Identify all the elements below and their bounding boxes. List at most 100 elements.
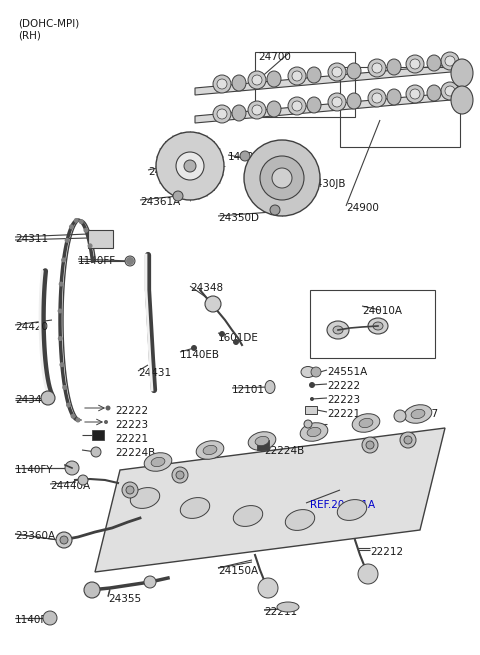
Circle shape <box>244 140 320 216</box>
Text: 22212: 22212 <box>370 547 403 557</box>
Polygon shape <box>95 428 445 572</box>
Ellipse shape <box>327 321 349 339</box>
Circle shape <box>66 403 71 407</box>
Ellipse shape <box>451 59 473 87</box>
Ellipse shape <box>307 427 321 437</box>
Circle shape <box>304 420 312 428</box>
Circle shape <box>176 152 204 180</box>
Text: 1601DE: 1601DE <box>218 333 259 343</box>
Ellipse shape <box>411 409 425 419</box>
Bar <box>257 440 269 450</box>
Text: 23360A: 23360A <box>15 531 55 541</box>
Circle shape <box>58 309 62 314</box>
Ellipse shape <box>368 89 386 107</box>
Circle shape <box>126 257 134 265</box>
Circle shape <box>260 156 304 200</box>
Circle shape <box>191 345 197 351</box>
Ellipse shape <box>217 109 227 119</box>
Circle shape <box>79 219 84 224</box>
Text: 24900: 24900 <box>346 203 379 213</box>
Text: 24348: 24348 <box>190 283 223 293</box>
Ellipse shape <box>292 71 302 81</box>
Circle shape <box>144 576 156 588</box>
Ellipse shape <box>387 59 401 75</box>
Text: 24551A: 24551A <box>327 367 367 377</box>
Text: 12101: 12101 <box>232 385 265 395</box>
Text: 24311: 24311 <box>15 234 48 244</box>
Text: 24431: 24431 <box>138 368 171 378</box>
Text: 24370B: 24370B <box>148 167 188 177</box>
Text: 24440A: 24440A <box>50 481 90 491</box>
Bar <box>310 290 435 358</box>
Ellipse shape <box>252 75 262 85</box>
Ellipse shape <box>333 326 343 334</box>
Circle shape <box>176 471 184 479</box>
Circle shape <box>106 405 110 411</box>
Ellipse shape <box>130 487 160 508</box>
Circle shape <box>394 410 406 422</box>
Ellipse shape <box>265 381 275 394</box>
Text: 22224B: 22224B <box>115 448 155 458</box>
Ellipse shape <box>410 59 420 69</box>
Circle shape <box>65 238 70 243</box>
Circle shape <box>71 414 75 419</box>
Ellipse shape <box>180 498 210 518</box>
Circle shape <box>156 132 224 200</box>
Ellipse shape <box>372 93 382 103</box>
Circle shape <box>311 367 321 377</box>
Text: 22223: 22223 <box>327 395 360 405</box>
Ellipse shape <box>288 97 306 115</box>
Circle shape <box>205 296 221 312</box>
Circle shape <box>219 331 225 337</box>
Ellipse shape <box>232 75 246 91</box>
Circle shape <box>240 151 250 161</box>
Text: 1140FF: 1140FF <box>78 256 116 266</box>
Circle shape <box>309 382 315 388</box>
Ellipse shape <box>427 55 441 71</box>
Bar <box>340 67 460 147</box>
Text: (DOHC-MPI): (DOHC-MPI) <box>18 18 79 28</box>
Circle shape <box>60 362 64 367</box>
Circle shape <box>126 486 134 494</box>
Circle shape <box>61 257 66 263</box>
Ellipse shape <box>373 322 383 330</box>
Circle shape <box>56 532 72 548</box>
Circle shape <box>173 191 183 201</box>
Ellipse shape <box>332 67 342 77</box>
Ellipse shape <box>445 56 455 66</box>
Ellipse shape <box>445 86 455 96</box>
Circle shape <box>69 225 74 229</box>
Ellipse shape <box>441 82 459 100</box>
Circle shape <box>84 582 100 598</box>
Circle shape <box>59 282 64 287</box>
Circle shape <box>358 564 378 584</box>
Circle shape <box>122 482 138 498</box>
Text: 1140EB: 1140EB <box>180 350 220 360</box>
Ellipse shape <box>292 101 302 111</box>
Circle shape <box>172 467 188 483</box>
Text: 24350D: 24350D <box>218 213 259 223</box>
Ellipse shape <box>328 93 346 111</box>
Text: 1430JB: 1430JB <box>228 152 264 162</box>
Bar <box>92 430 104 440</box>
Ellipse shape <box>347 63 361 79</box>
Text: REF.20-221A: REF.20-221A <box>310 500 375 510</box>
Text: 22224B: 22224B <box>264 446 304 456</box>
Ellipse shape <box>347 93 361 109</box>
Ellipse shape <box>451 86 473 114</box>
Ellipse shape <box>277 602 299 612</box>
Circle shape <box>184 160 196 172</box>
Text: 24355: 24355 <box>108 594 141 604</box>
Polygon shape <box>195 92 462 123</box>
Ellipse shape <box>301 367 315 377</box>
Circle shape <box>60 536 68 544</box>
Ellipse shape <box>252 105 262 115</box>
Ellipse shape <box>427 85 441 101</box>
Text: 22221: 22221 <box>115 434 148 444</box>
Circle shape <box>270 205 280 215</box>
Ellipse shape <box>151 457 165 466</box>
Ellipse shape <box>267 71 281 87</box>
Circle shape <box>400 432 416 448</box>
Text: 24010A: 24010A <box>362 306 402 316</box>
Ellipse shape <box>213 105 231 123</box>
